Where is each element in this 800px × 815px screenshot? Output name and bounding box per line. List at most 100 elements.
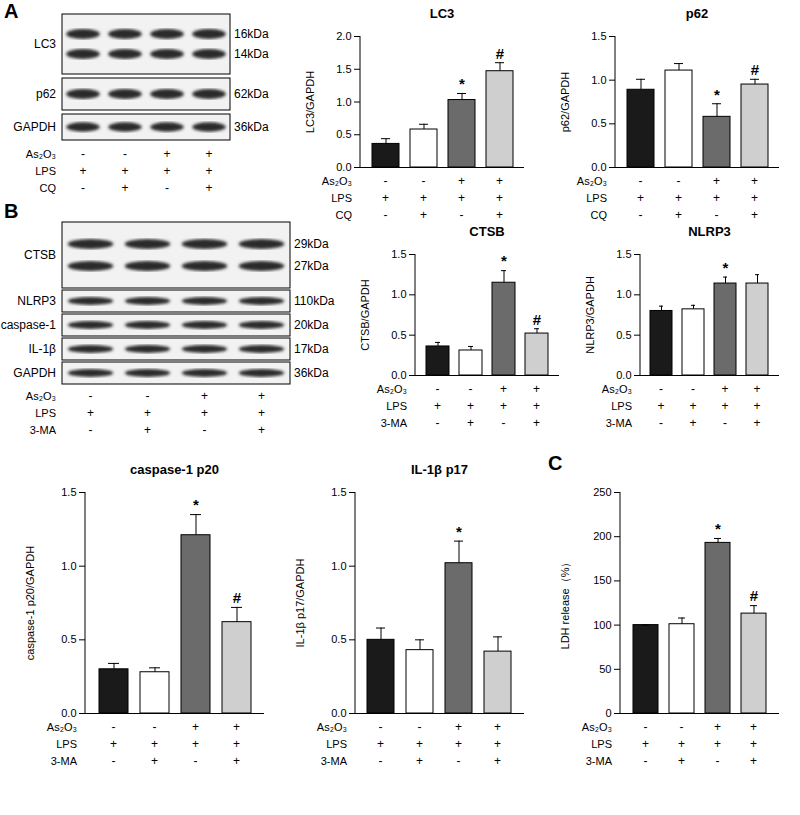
svg-text:+: + (416, 737, 423, 751)
svg-text:*: * (501, 252, 507, 269)
svg-text:27kDa: 27kDa (294, 259, 329, 273)
svg-text:20kDa: 20kDa (294, 318, 329, 332)
svg-text:+: + (753, 416, 760, 430)
svg-text:+: + (416, 754, 423, 768)
svg-text:#: # (750, 587, 759, 604)
svg-text:#: # (751, 61, 760, 78)
svg-text:+: + (467, 399, 474, 413)
svg-text:0.0: 0.0 (391, 369, 406, 381)
svg-text:+: + (233, 754, 240, 768)
svg-text:+: + (205, 164, 212, 178)
svg-text:-: - (379, 720, 383, 734)
svg-text:+: + (87, 406, 94, 420)
svg-text:+: + (205, 181, 212, 195)
svg-text:-: - (203, 423, 207, 437)
svg-text:+: + (458, 191, 465, 205)
svg-text:-: - (112, 720, 116, 734)
svg-text:-: - (716, 754, 720, 768)
svg-text:-: - (469, 382, 473, 396)
svg-text:*: * (456, 523, 462, 540)
svg-text:1.5: 1.5 (61, 486, 76, 498)
svg-text:*: * (193, 496, 199, 513)
svg-text:p62/GAPDH: p62/GAPDH (559, 72, 571, 133)
svg-text:100: 100 (593, 619, 611, 631)
svg-text:*: * (459, 75, 465, 92)
svg-text:+: + (642, 737, 649, 751)
svg-text:NLRP3: NLRP3 (17, 294, 56, 308)
svg-text:+: + (382, 191, 389, 205)
svg-text:1.0: 1.0 (391, 288, 406, 300)
svg-text:-: - (81, 181, 85, 195)
svg-text:1.0: 1.0 (336, 96, 351, 108)
svg-text:As₂O₃: As₂O₃ (602, 383, 632, 395)
svg-text:+: + (496, 208, 503, 222)
svg-text:+: + (713, 174, 720, 188)
svg-text:+: + (163, 164, 170, 178)
svg-text:+: + (500, 399, 507, 413)
svg-text:-: - (384, 174, 388, 188)
svg-text:0.0: 0.0 (591, 161, 606, 173)
svg-text:CQ: CQ (336, 209, 353, 221)
svg-text:+: + (500, 382, 507, 396)
svg-text:LPS: LPS (331, 192, 352, 204)
svg-text:+: + (110, 737, 117, 751)
svg-text:1.5: 1.5 (336, 63, 351, 75)
svg-text:#: # (496, 45, 505, 62)
svg-text:+: + (151, 754, 158, 768)
svg-text:-: - (418, 720, 422, 734)
svg-text:+: + (689, 416, 696, 430)
svg-text:+: + (678, 754, 685, 768)
svg-text:+: + (121, 164, 128, 178)
svg-text:-: - (659, 382, 663, 396)
svg-text:LPS: LPS (611, 400, 632, 412)
svg-text:p62: p62 (36, 87, 56, 101)
svg-text:LPS: LPS (326, 738, 347, 750)
svg-text:-: - (384, 208, 388, 222)
svg-text:As₂O₃: As₂O₃ (26, 390, 56, 402)
svg-text:3-MA: 3-MA (381, 417, 408, 429)
svg-text:+: + (455, 720, 462, 734)
svg-text:17kDa: 17kDa (294, 342, 329, 356)
svg-text:CTSB: CTSB (24, 248, 56, 262)
svg-text:-: - (422, 174, 426, 188)
svg-text:3-MA: 3-MA (51, 755, 78, 767)
svg-text:200: 200 (593, 530, 611, 542)
svg-text:+: + (420, 208, 427, 222)
svg-text:-: - (680, 720, 684, 734)
svg-text:0.5: 0.5 (591, 117, 606, 129)
svg-text:+: + (192, 720, 199, 734)
svg-text:+: + (192, 737, 199, 751)
svg-text:LC3/GAPDH: LC3/GAPDH (304, 71, 316, 133)
svg-text:+: + (201, 389, 208, 403)
svg-text:2.0: 2.0 (336, 30, 351, 42)
svg-text:+: + (258, 406, 265, 420)
svg-text:+: + (121, 181, 128, 195)
svg-text:1.5: 1.5 (591, 30, 606, 42)
svg-text:caspase-1: caspase-1 (1, 318, 57, 332)
svg-text:+: + (201, 406, 208, 420)
svg-text:0.5: 0.5 (616, 329, 631, 341)
svg-text:-: - (194, 754, 198, 768)
svg-text:GAPDH: GAPDH (13, 366, 56, 380)
svg-text:1.5: 1.5 (616, 248, 631, 260)
svg-text:LPS: LPS (35, 165, 56, 177)
svg-text:+: + (533, 399, 540, 413)
svg-text:+: + (455, 737, 462, 751)
svg-text:+: + (144, 406, 151, 420)
svg-text:+: + (233, 737, 240, 751)
svg-text:+: + (163, 147, 170, 161)
svg-text:*: * (715, 520, 721, 537)
svg-text:+: + (721, 382, 728, 396)
svg-text:-: - (436, 416, 440, 430)
svg-text:-: - (81, 147, 85, 161)
svg-text:CQ: CQ (40, 182, 57, 194)
svg-text:-: - (639, 208, 643, 222)
svg-text:+: + (496, 191, 503, 205)
svg-text:-: - (715, 208, 719, 222)
svg-text:16kDa: 16kDa (234, 27, 269, 41)
svg-text:+: + (689, 399, 696, 413)
svg-text:+: + (377, 737, 384, 751)
svg-text:+: + (751, 208, 758, 222)
svg-text:+: + (151, 737, 158, 751)
svg-text:+: + (258, 423, 265, 437)
